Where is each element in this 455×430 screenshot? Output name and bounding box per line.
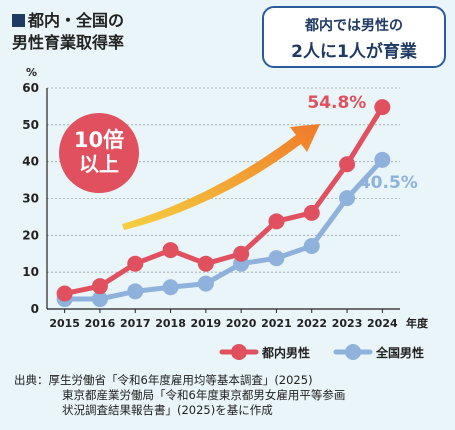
data-point-national-2021: [268, 250, 285, 267]
legend-marker-tokyo: [231, 344, 247, 360]
y-tick-0: 0: [31, 302, 39, 316]
y-tick-50: 50: [22, 118, 39, 132]
y-tick-40: 40: [22, 155, 39, 169]
title-line-1: 都内・全国の: [12, 10, 124, 32]
y-axis-label: %: [26, 66, 37, 79]
x-tick-2019: 2019: [191, 317, 222, 330]
data-point-national-2019: [197, 275, 214, 292]
badge-line-2: 2人に1人が育業: [291, 42, 417, 62]
data-point-tokyo-2017: [127, 255, 144, 272]
callout-circle: 10倍 以上: [59, 113, 139, 193]
source-line-3: 状況調査結果報告書」(2025)を基に作成: [62, 403, 273, 417]
source-note: 出典：厚生労働省「令和6年度雇用均等基本調査」(2025) 東京都産業労働局「令…: [14, 373, 345, 418]
y-tick-10: 10: [22, 265, 39, 279]
title-line-2: 男性育業取得率: [12, 33, 125, 52]
data-point-tokyo-2024: [374, 99, 391, 116]
data-point-national-2023: [339, 190, 356, 207]
data-point-tokyo-2018: [162, 242, 179, 259]
callout-line-1: 10倍: [74, 128, 124, 152]
source-line-2: 東京都産業労働局「令和6年度東京都男女雇用平等参画: [62, 388, 346, 402]
x-tick-2024: 2024: [367, 317, 398, 330]
data-point-national-2016: [91, 291, 108, 308]
line-chart: 0 10 20 30 40 50 60% 2015 2016 2017 2018 2019 2020 20…: [22, 66, 429, 360]
data-label-tokyo-last: 54.8%: [307, 93, 366, 113]
x-tick-2017: 2017: [120, 317, 151, 330]
x-tick-2018: 2018: [155, 317, 186, 330]
x-tick-2021: 2021: [261, 317, 292, 330]
x-tick-2022: 2022: [296, 317, 327, 330]
x-tick-2016: 2016: [85, 317, 116, 330]
x-axis-label: 年度: [406, 316, 429, 330]
data-point-tokyo-2019: [197, 255, 214, 272]
badge-line-1: 都内では男性の: [305, 18, 403, 34]
data-point-tokyo-2016: [91, 278, 108, 295]
data-point-national-2022: [303, 238, 320, 255]
title-square-icon: [12, 14, 25, 27]
y-tick-20: 20: [22, 228, 39, 242]
x-tick-2023: 2023: [332, 317, 363, 330]
legend-label-tokyo: 都内男性: [261, 345, 310, 360]
data-label-national-last: 40.5%: [359, 173, 418, 193]
data-point-tokyo-2021: [268, 213, 285, 230]
data-point-national-2017: [127, 283, 144, 300]
data-point-national-2024: [374, 151, 391, 168]
x-tick-2020: 2020: [226, 317, 257, 330]
data-point-tokyo-2015: [56, 285, 73, 302]
y-tick-30: 30: [22, 192, 39, 206]
series-line-tokyo: [62, 104, 385, 297]
series-line-national: [62, 157, 385, 302]
data-point-tokyo-2020: [233, 245, 250, 262]
data-point-tokyo-2022: [303, 204, 320, 221]
trend-arrow: [122, 124, 320, 230]
data-point-tokyo-2023: [339, 156, 356, 173]
callout-line-2: 以上: [79, 152, 119, 176]
summary-badge: 都内では男性の 2人に1人が育業: [262, 6, 446, 68]
x-tick-2015: 2015: [49, 317, 80, 330]
source-line-1: 出典：厚生労働省「令和6年度雇用均等基本調査」(2025): [14, 373, 313, 387]
data-point-national-2018: [162, 279, 179, 296]
y-tick-60: 60: [22, 81, 39, 95]
chart-title: 都内・全国の 男性育業取得率: [12, 10, 124, 54]
legend-marker-national: [345, 344, 361, 360]
legend-label-national: 全国男性: [375, 345, 424, 360]
